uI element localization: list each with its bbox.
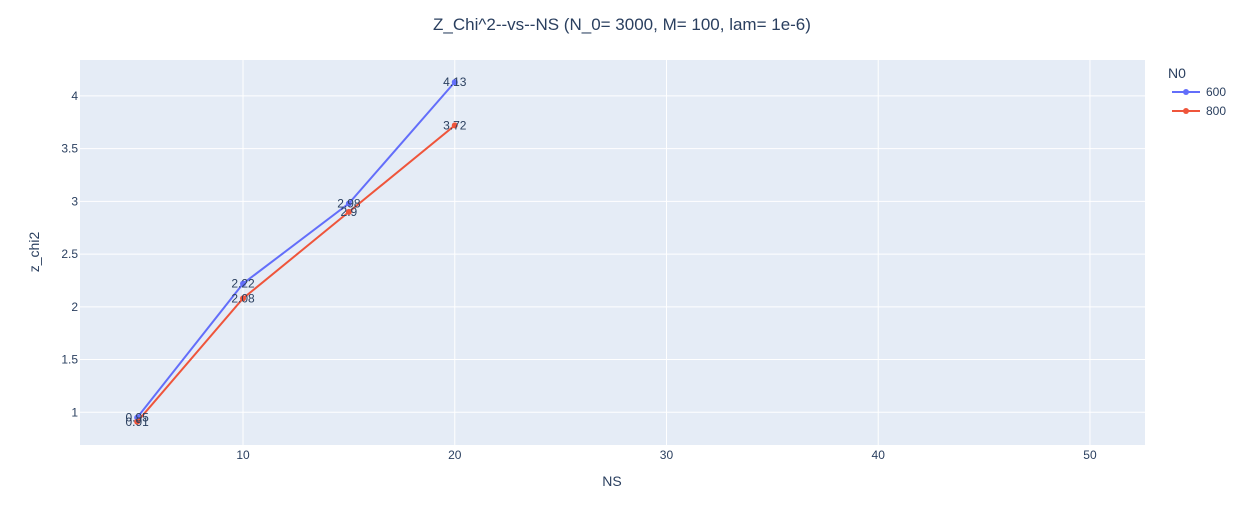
y-tick-label: 1: [71, 405, 78, 419]
y-tick-label: 2.5: [61, 247, 78, 261]
data-label: 2.08: [231, 291, 255, 305]
x-tick-label: 50: [1083, 448, 1097, 462]
data-label: 3.72: [443, 118, 467, 132]
legend-item-800[interactable]: 800: [1172, 104, 1226, 118]
y-tick-labels: 1 1.5 2 2.5 3 3.5 4: [61, 89, 78, 419]
legend-marker: [1183, 89, 1189, 95]
data-point: [451, 122, 458, 129]
x-tick-label: 40: [872, 448, 886, 462]
data-point: [134, 418, 141, 425]
legend-item-600[interactable]: 600: [1172, 85, 1226, 99]
series-line: [136, 124, 456, 423]
x-tick-label: 20: [448, 448, 462, 462]
data-point: [451, 79, 458, 86]
data-label: 0.91: [125, 415, 149, 429]
data-label: 4.13: [443, 75, 467, 89]
series-line: [136, 81, 456, 419]
y-axis-title: z_chi2: [26, 232, 42, 273]
x-axis-title: NS: [602, 473, 621, 489]
x-tick-label: 30: [660, 448, 674, 462]
series-600: [134, 79, 458, 421]
data-label: 2.22: [231, 277, 255, 291]
legend-title: N0: [1168, 65, 1186, 81]
legend-label: 600: [1206, 85, 1226, 99]
series-800: [134, 122, 458, 425]
y-tick-label: 1.5: [61, 353, 78, 367]
y-tick-label: 4: [71, 89, 78, 103]
data-label: 0.95: [125, 411, 149, 425]
data-label: 2.98: [337, 196, 361, 210]
x-tick-labels: 10 20 30 40 50: [236, 448, 1097, 462]
data-label: 2.9: [341, 205, 358, 219]
series-layer: [134, 79, 458, 425]
legend-label: 800: [1206, 104, 1226, 118]
data-point: [240, 295, 247, 302]
chart-title: Z_Chi^2--vs--NS (N_0= 3000, M= 100, lam=…: [433, 15, 811, 34]
plot-area: [80, 60, 1145, 445]
y-tick-label: 3: [71, 194, 78, 208]
data-labels: 0.95 2.22 2.98 4.13 0.91 2.08 2.9 3.72: [125, 75, 466, 429]
data-point: [240, 280, 247, 287]
y-tick-label: 2: [71, 300, 78, 314]
data-point: [345, 208, 352, 215]
x-tick-label: 10: [236, 448, 250, 462]
data-point: [345, 200, 352, 207]
y-gridlines: [80, 95, 1145, 413]
y-tick-label: 3.5: [61, 142, 78, 156]
legend-marker: [1183, 108, 1189, 114]
